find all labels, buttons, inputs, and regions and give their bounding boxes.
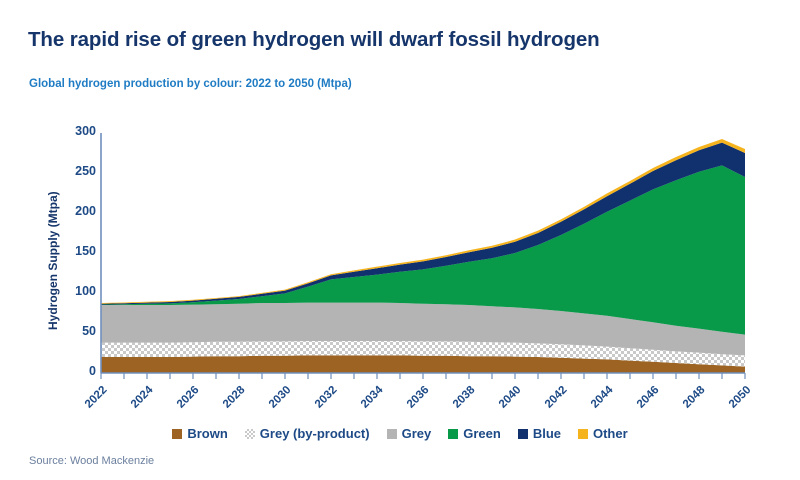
y-axis-tick-label: 100 — [75, 284, 96, 298]
legend-item-blue[interactable]: Blue — [517, 426, 561, 441]
legend-label: Other — [592, 426, 628, 441]
legend-swatch-green-icon — [448, 428, 459, 439]
legend-item-other[interactable]: Other — [577, 426, 628, 441]
area-series-grey-by-product — [101, 341, 745, 367]
x-axis-tick-label: 2038 — [450, 384, 478, 411]
y-axis-ticks: 0 50 100 150 200 250 300 — [48, 0, 96, 480]
y-axis-tick-label: 250 — [75, 164, 96, 178]
legend-swatch-grey-by-product-icon — [244, 428, 255, 439]
x-axis-tick-label: 2036 — [404, 384, 432, 411]
legend-item-brown[interactable]: Brown — [172, 426, 228, 441]
y-axis-tick-label: 0 — [89, 364, 96, 378]
legend-swatch-other-icon — [577, 428, 588, 439]
y-axis-tick-label: 200 — [75, 204, 96, 218]
x-axis-tick-label: 2048 — [680, 384, 708, 411]
area-series-green — [101, 165, 745, 335]
area-series-brown — [101, 355, 745, 373]
x-axis-tick-label: 2050 — [726, 384, 754, 411]
legend-item-green[interactable]: Green — [448, 426, 501, 441]
x-axis-tick-label: 2030 — [266, 384, 294, 411]
y-axis-tick-label: 50 — [82, 324, 96, 338]
x-axis-tick-label: 2024 — [128, 384, 156, 411]
x-axis-tick-label: 2026 — [174, 384, 202, 411]
x-axis-tick-label: 2044 — [588, 384, 616, 411]
legend-swatch-blue-icon — [517, 428, 528, 439]
x-axis-tick-label: 2022 — [82, 384, 110, 411]
legend-swatch-grey-icon — [386, 428, 397, 439]
source-note: Source: Wood Mackenzie — [29, 455, 155, 467]
legend-item-grey[interactable]: Grey — [386, 426, 432, 441]
x-axis-tick-label: 2040 — [496, 384, 524, 411]
x-axis-tick-label: 2042 — [542, 384, 570, 411]
x-axis-tick-label: 2028 — [220, 384, 248, 411]
axis-lines-group — [100, 133, 746, 379]
legend-item-grey-by-product[interactable]: Grey (by-product) — [244, 426, 370, 441]
area-series-grey — [101, 302, 745, 356]
x-axis-tick-label: 2046 — [634, 384, 662, 411]
legend-label: Brown — [187, 426, 228, 441]
chart-subtitle: Global hydrogen production by colour: 20… — [29, 78, 352, 90]
page-title: The rapid rise of green hydrogen will dw… — [28, 28, 600, 51]
area-series-blue — [101, 142, 745, 305]
x-axis-tick-label: 2034 — [358, 384, 386, 411]
legend-label: Grey — [401, 426, 432, 441]
x-axis-tick-label: 2032 — [312, 384, 340, 411]
legend-label: Grey (by-product) — [259, 426, 370, 441]
legend-swatch-brown-icon — [172, 428, 183, 439]
y-axis-tick-label: 300 — [75, 124, 96, 138]
legend-label: Green — [463, 426, 501, 441]
area-series-other — [101, 139, 745, 304]
area-series-group — [101, 139, 745, 373]
legend-label: Blue — [532, 426, 561, 441]
y-axis-tick-label: 150 — [75, 244, 96, 258]
chart-legend: Brown Grey (by-product) Grey Green Blue Other — [0, 426, 800, 441]
